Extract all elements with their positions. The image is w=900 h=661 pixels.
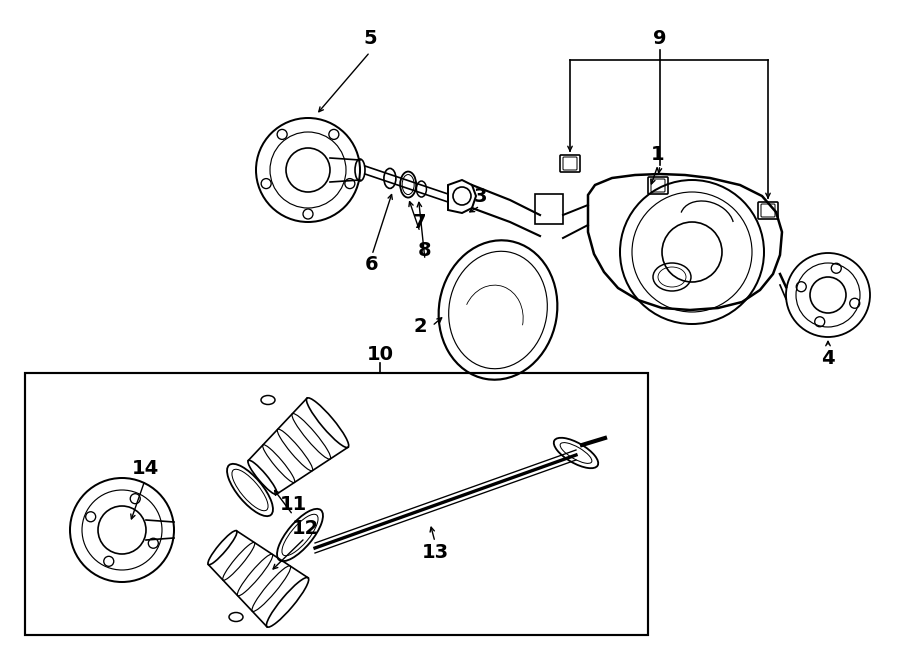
Text: 13: 13 — [421, 543, 448, 561]
Text: 10: 10 — [366, 346, 393, 364]
Text: 4: 4 — [821, 348, 835, 368]
Text: 5: 5 — [364, 28, 377, 48]
Text: 7: 7 — [413, 212, 427, 231]
Text: 6: 6 — [365, 256, 379, 274]
Text: 8: 8 — [418, 241, 432, 260]
Text: 11: 11 — [279, 496, 307, 514]
Text: 3: 3 — [473, 186, 487, 206]
Bar — [25, 373, 648, 635]
Text: 1: 1 — [652, 145, 665, 165]
Text: 14: 14 — [131, 459, 158, 477]
Text: 2: 2 — [413, 317, 427, 336]
Text: 9: 9 — [653, 28, 667, 48]
Text: 12: 12 — [292, 518, 319, 537]
Bar — [535, 194, 563, 224]
